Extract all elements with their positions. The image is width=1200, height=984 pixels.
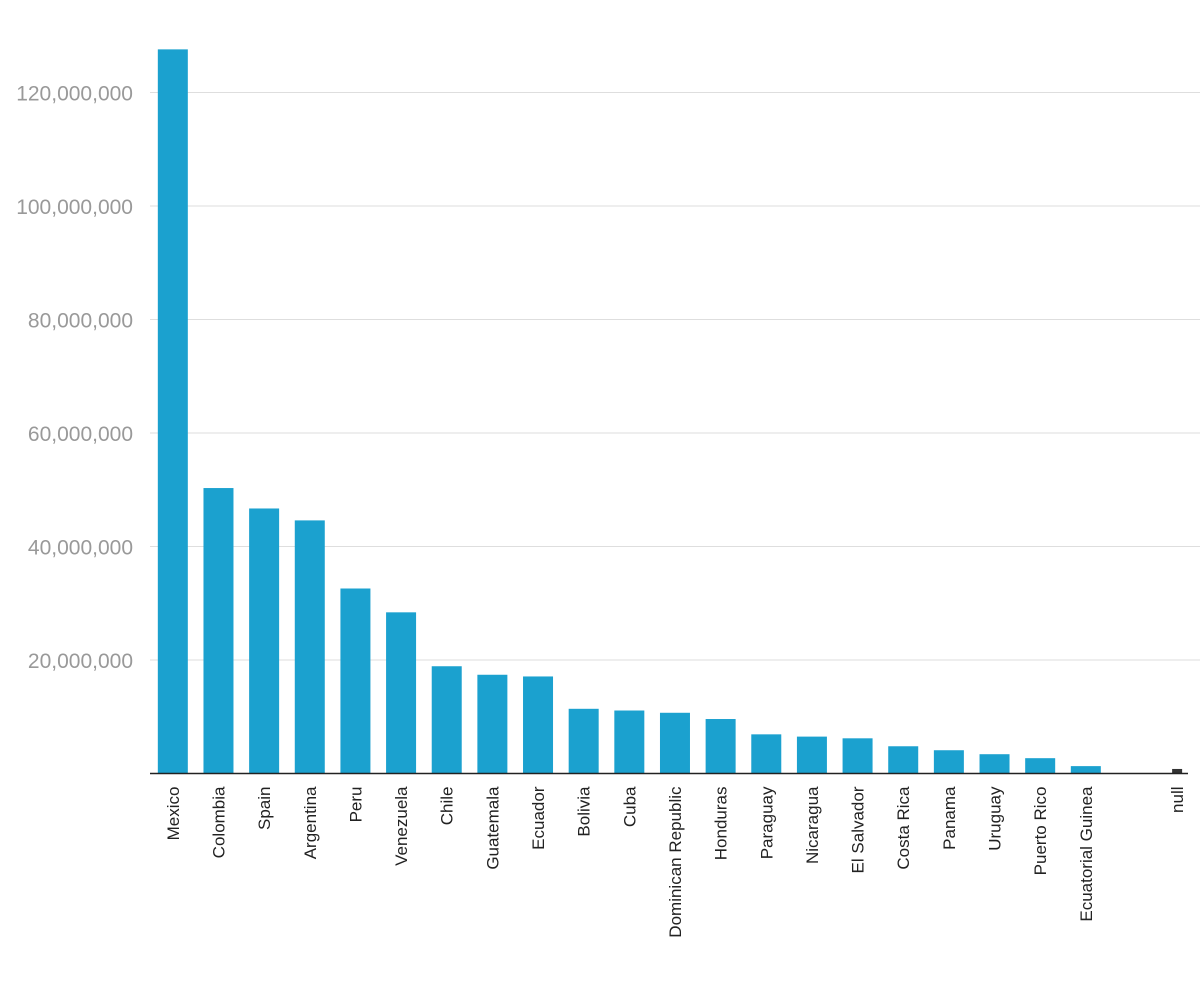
x-tick-label: Honduras xyxy=(712,787,731,861)
x-tick-label: Uruguay xyxy=(986,786,1005,851)
bar[interactable] xyxy=(340,588,371,774)
grid-lines xyxy=(150,92,1200,661)
y-tick-label: 20,000,000 xyxy=(28,650,133,673)
bar[interactable] xyxy=(157,49,188,774)
bar[interactable] xyxy=(1070,766,1101,774)
x-tick-label: Spain xyxy=(255,787,274,830)
bar[interactable] xyxy=(1172,768,1183,774)
x-tick-label: Chile xyxy=(438,787,457,826)
bar[interactable] xyxy=(1025,758,1056,774)
y-axis-ticks: 20,000,000 40,000,000 60,000,000 80,000,000… xyxy=(16,83,133,674)
bar[interactable] xyxy=(888,746,919,774)
bar[interactable] xyxy=(294,520,325,774)
bar[interactable] xyxy=(842,738,873,774)
x-tick-label: Peru xyxy=(346,787,365,823)
x-tick-label: Paraguay xyxy=(757,786,776,859)
x-tick-label: Dominican Republic xyxy=(666,786,685,938)
x-tick-label: Argentina xyxy=(301,786,320,859)
bar[interactable] xyxy=(431,666,462,774)
x-tick-label: Ecuatorial Guinea xyxy=(1077,786,1096,922)
bar[interactable] xyxy=(796,736,827,774)
bar[interactable] xyxy=(751,734,782,774)
bar[interactable] xyxy=(659,712,690,774)
y-tick-label: 40,000,000 xyxy=(28,537,133,560)
x-axis-ticks: Mexico Colombia Spain Argentina Peru Venezuel… xyxy=(164,786,1187,938)
bar[interactable] xyxy=(933,750,964,774)
bar[interactable] xyxy=(386,612,417,774)
x-tick-label: Puerto Rico xyxy=(1031,787,1050,876)
x-tick-label: El Salvador xyxy=(849,786,868,873)
bar[interactable] xyxy=(249,508,280,774)
bar[interactable] xyxy=(523,676,554,774)
bar[interactable] xyxy=(614,710,645,774)
x-tick-label: Panama xyxy=(940,786,959,850)
x-tick-label: null xyxy=(1168,787,1187,813)
bar[interactable] xyxy=(477,674,508,774)
bar[interactable] xyxy=(568,708,599,774)
x-tick-label: Guatemala xyxy=(483,786,502,870)
x-tick-label: Colombia xyxy=(209,786,228,858)
x-tick-label: Cuba xyxy=(620,786,639,827)
y-tick-label: 60,000,000 xyxy=(28,423,133,446)
x-tick-label: Venezuela xyxy=(392,786,411,866)
bar[interactable] xyxy=(203,488,234,774)
bars xyxy=(157,49,1183,774)
y-tick-label: 80,000,000 xyxy=(28,310,133,333)
x-tick-label: Mexico xyxy=(164,787,183,841)
y-tick-label: 120,000,000 xyxy=(16,83,133,106)
x-tick-label: Bolivia xyxy=(575,786,594,837)
bar[interactable] xyxy=(705,719,736,774)
x-tick-label: Ecuador xyxy=(529,786,548,850)
x-tick-label: Costa Rica xyxy=(894,786,913,870)
bar[interactable] xyxy=(979,754,1010,774)
y-tick-label: 100,000,000 xyxy=(16,196,133,219)
x-tick-label: Nicaragua xyxy=(803,786,822,864)
